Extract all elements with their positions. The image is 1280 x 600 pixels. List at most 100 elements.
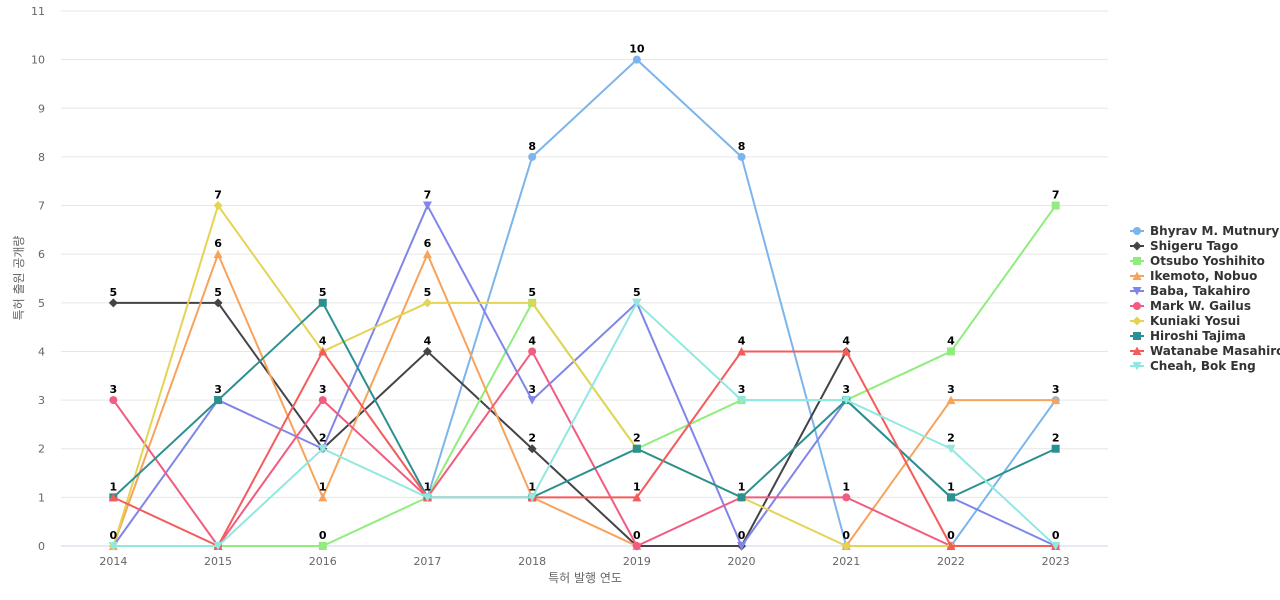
data-point[interactable] xyxy=(737,152,746,161)
y-tick-label: 4 xyxy=(38,345,45,358)
legend-item[interactable]: Bhyrav M. Mutnury xyxy=(1130,224,1279,238)
data-label: 3 xyxy=(319,383,327,396)
legend-item[interactable]: Baba, Takahiro xyxy=(1130,284,1250,298)
data-point[interactable] xyxy=(109,396,118,405)
data-label: 1 xyxy=(110,480,118,493)
data-point[interactable] xyxy=(946,395,956,405)
data-point[interactable] xyxy=(946,444,956,454)
legend-marker xyxy=(1132,271,1142,280)
data-point[interactable] xyxy=(318,396,327,405)
data-label: 5 xyxy=(424,286,432,299)
data-point[interactable] xyxy=(318,444,328,454)
data-point[interactable] xyxy=(527,396,537,405)
y-tick-label: 9 xyxy=(38,102,45,115)
data-point[interactable] xyxy=(214,396,223,405)
y-tick-label: 6 xyxy=(38,248,45,261)
series-line[interactable] xyxy=(112,350,1056,547)
series-line[interactable] xyxy=(112,350,1056,547)
legend-item[interactable]: Watanabe Masahiro xyxy=(1130,344,1280,358)
data-point[interactable] xyxy=(422,493,432,502)
data-point[interactable] xyxy=(1051,201,1060,210)
data-point[interactable] xyxy=(213,542,223,551)
data-label: 3 xyxy=(1052,383,1060,396)
data-point[interactable] xyxy=(632,542,641,550)
data-point[interactable] xyxy=(213,201,223,211)
legend-item[interactable]: Kuniaki Yosui xyxy=(1130,314,1240,328)
x-tick-label: 2017 xyxy=(413,555,441,568)
data-label: 2 xyxy=(528,432,536,445)
data-point[interactable] xyxy=(318,492,328,502)
data-point[interactable] xyxy=(108,298,118,308)
series-10 xyxy=(108,298,1061,551)
data-point[interactable] xyxy=(946,347,955,356)
data-label: 2 xyxy=(947,432,955,445)
data-point[interactable] xyxy=(422,249,432,259)
x-tick-label: 2014 xyxy=(99,555,127,568)
x-tick-label: 2015 xyxy=(204,555,232,568)
y-tick-label: 3 xyxy=(38,394,45,407)
legend-item[interactable]: Ikemoto, Nobuo xyxy=(1130,269,1257,283)
data-point[interactable] xyxy=(737,493,746,502)
series-group xyxy=(108,55,1061,551)
y-tick-label: 10 xyxy=(31,54,45,67)
data-point[interactable] xyxy=(632,298,642,308)
data-point[interactable] xyxy=(737,346,747,356)
legend-item[interactable]: Shigeru Tago xyxy=(1130,239,1238,253)
data-point[interactable] xyxy=(422,298,432,308)
data-point[interactable] xyxy=(528,152,537,161)
legend-label: Otsubo Yoshihito xyxy=(1150,254,1265,268)
data-point[interactable] xyxy=(108,492,118,502)
data-point[interactable] xyxy=(108,542,118,551)
data-point[interactable] xyxy=(632,444,641,453)
data-point[interactable] xyxy=(422,346,432,356)
series-line[interactable] xyxy=(113,301,1057,547)
data-point[interactable] xyxy=(632,55,641,64)
data-point[interactable] xyxy=(213,249,223,259)
data-label: 6 xyxy=(424,237,432,250)
data-label: 3 xyxy=(110,383,118,396)
legend-item[interactable]: Otsubo Yoshihito xyxy=(1130,254,1265,268)
data-point[interactable] xyxy=(527,444,537,454)
data-point[interactable] xyxy=(842,493,851,502)
legend-label: Bhyrav M. Mutnury xyxy=(1150,224,1279,238)
legend-item[interactable]: Mark W. Gailus xyxy=(1130,299,1251,313)
data-point[interactable] xyxy=(841,346,851,356)
legend-label: Baba, Takahiro xyxy=(1150,284,1250,298)
data-point[interactable] xyxy=(1051,395,1061,405)
data-label: 1 xyxy=(738,480,746,493)
data-point[interactable] xyxy=(318,542,327,550)
y-tick-label: 11 xyxy=(31,5,45,18)
data-label: 4 xyxy=(842,334,850,347)
data-point[interactable] xyxy=(737,542,747,551)
legend-item[interactable]: Cheah, Bok Eng xyxy=(1130,359,1256,373)
data-label: 8 xyxy=(528,140,536,153)
data-point[interactable] xyxy=(527,493,537,502)
data-point[interactable] xyxy=(527,298,537,308)
data-label: 3 xyxy=(842,383,850,396)
data-point[interactable] xyxy=(422,201,432,211)
legend-item[interactable]: Hiroshi Tajima xyxy=(1130,329,1246,343)
data-point[interactable] xyxy=(1051,444,1060,453)
data-point[interactable] xyxy=(528,347,537,356)
data-point[interactable] xyxy=(737,396,747,405)
data-label: 4 xyxy=(947,334,955,347)
data-label: 0 xyxy=(1052,529,1060,542)
data-label: 7 xyxy=(1052,189,1060,202)
data-point[interactable] xyxy=(946,493,955,502)
data-label: 4 xyxy=(424,334,432,347)
data-point[interactable] xyxy=(632,492,642,502)
legend-label: Shigeru Tago xyxy=(1150,239,1238,253)
data-point[interactable] xyxy=(213,298,223,308)
data-point[interactable] xyxy=(318,298,327,307)
data-point[interactable] xyxy=(318,346,328,356)
data-point[interactable] xyxy=(946,541,956,551)
y-axis: 0 1 2 3 4 5 6 7 8 9 10 11 xyxy=(31,5,45,553)
data-point[interactable] xyxy=(841,541,851,551)
data-point[interactable] xyxy=(1051,542,1061,551)
x-tick-label: 2022 xyxy=(937,555,965,568)
data-point[interactable] xyxy=(841,396,851,405)
data-label: 2 xyxy=(633,432,641,445)
data-label: 7 xyxy=(424,189,432,202)
